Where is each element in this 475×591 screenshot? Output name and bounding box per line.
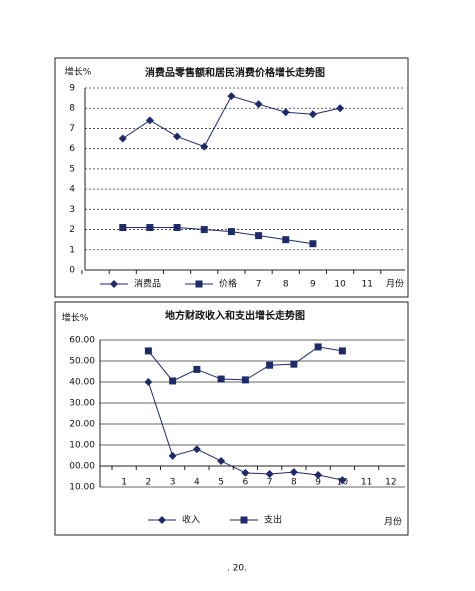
marker — [309, 240, 317, 248]
x-tick-label: 8 — [291, 478, 297, 488]
marker — [145, 116, 154, 125]
y-tick-label: 0 — [69, 266, 75, 276]
marker — [338, 347, 346, 355]
marker — [308, 110, 317, 119]
marker — [255, 232, 263, 240]
marker — [314, 343, 322, 351]
y-tick-label: 00.00 — [69, 462, 95, 472]
chart-frame — [54, 301, 409, 536]
series-line — [147, 346, 343, 382]
marker — [119, 224, 127, 232]
y-axis-label: 增长% — [65, 66, 92, 78]
marker — [217, 375, 225, 383]
marker — [193, 365, 201, 373]
marker — [118, 134, 127, 143]
x-axis-label: 月份 — [386, 278, 404, 290]
legend-label: 收入 — [182, 514, 200, 526]
x-tick-label: 12 — [385, 478, 396, 488]
x-tick-label: 9 — [310, 280, 316, 290]
page-number: . 20. — [227, 564, 247, 574]
y-tick-label: 10.00 — [69, 441, 95, 451]
marker — [338, 476, 347, 485]
marker — [265, 469, 274, 478]
chart-title: 消费品零售额和居民消费价格增长走势图 — [145, 66, 325, 79]
marker — [281, 108, 290, 117]
marker — [173, 132, 182, 141]
y-tick-label: 30.00 — [69, 399, 95, 409]
x-tick-label: 6 — [243, 478, 249, 488]
legend-marker — [110, 280, 118, 288]
marker — [254, 100, 263, 109]
marker — [227, 228, 235, 236]
series-line — [147, 381, 343, 481]
y-tick-label: 6 — [69, 144, 75, 154]
y-tick-label: 1 — [69, 245, 75, 255]
marker — [200, 142, 209, 151]
marker — [290, 360, 298, 368]
marker — [217, 456, 226, 465]
chart-title: 地方财政收入和支出增长走势图 — [165, 309, 305, 322]
series-line — [122, 95, 341, 148]
y-axis-label: 增长% — [62, 312, 89, 324]
x-tick-label: 5 — [218, 478, 224, 488]
legend-marker — [158, 516, 166, 524]
y-tick-label: 4 — [69, 185, 75, 195]
y-tick-label: 2 — [69, 225, 75, 235]
marker — [241, 468, 250, 477]
y-tick-label: 3 — [69, 205, 75, 215]
x-axis-label: 月份 — [384, 516, 402, 528]
marker — [146, 224, 154, 232]
y-tick-label: 20.00 — [69, 420, 95, 430]
x-tick-label: 11 — [362, 280, 373, 290]
marker — [266, 361, 274, 369]
marker — [314, 471, 323, 480]
y-tick-label: 10.00 — [69, 483, 95, 493]
y-tick-label: 7 — [69, 124, 75, 134]
marker — [168, 451, 177, 460]
marker — [200, 226, 208, 234]
x-tick-label: 7 — [267, 478, 273, 488]
y-tick-label: 40.00 — [69, 378, 95, 388]
marker — [192, 445, 201, 454]
legend-label: 价格 — [219, 278, 237, 290]
x-tick-label: 2 — [146, 478, 152, 488]
marker — [227, 92, 236, 101]
x-tick-label: 1 — [121, 478, 127, 488]
legend-label: 消费品 — [134, 278, 161, 290]
legend-marker — [240, 516, 248, 524]
marker — [144, 347, 152, 355]
x-tick-label: 9 — [315, 478, 321, 488]
marker — [289, 468, 298, 477]
y-tick-label: 50.00 — [69, 357, 95, 367]
marker — [336, 104, 345, 113]
marker — [241, 376, 249, 384]
marker — [144, 378, 153, 386]
marker — [169, 377, 177, 385]
x-tick-label: 4 — [194, 478, 200, 488]
marker — [173, 224, 181, 232]
marker — [282, 236, 290, 244]
y-tick-label: 8 — [69, 104, 75, 114]
x-tick-label: 11 — [361, 478, 372, 488]
series-line — [122, 227, 313, 245]
x-tick-label: 8 — [283, 280, 289, 290]
y-tick-label: 60.00 — [69, 336, 95, 346]
x-tick-label: 3 — [170, 478, 176, 488]
chart-frame — [54, 57, 409, 298]
y-tick-label: 9 — [69, 84, 75, 94]
x-tick-label: 10 — [334, 280, 346, 290]
x-tick-label: 7 — [256, 280, 262, 290]
y-tick-label: 5 — [69, 164, 75, 174]
legend-label: 支出 — [264, 514, 282, 526]
legend-marker — [195, 280, 203, 288]
